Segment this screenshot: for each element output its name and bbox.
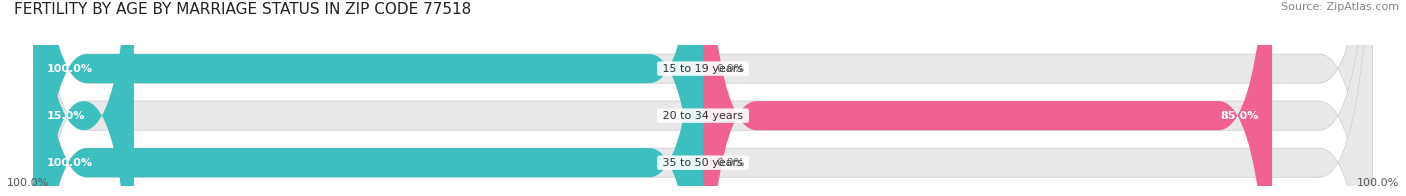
Text: 100.0%: 100.0% [1357,178,1399,188]
Text: 0.0%: 0.0% [717,64,745,74]
FancyBboxPatch shape [34,0,1372,196]
Text: FERTILITY BY AGE BY MARRIAGE STATUS IN ZIP CODE 77518: FERTILITY BY AGE BY MARRIAGE STATUS IN Z… [14,2,471,17]
Text: 100.0%: 100.0% [46,64,93,74]
Text: 15.0%: 15.0% [46,111,86,121]
FancyBboxPatch shape [34,0,703,196]
Text: 15 to 19 years: 15 to 19 years [659,64,747,74]
Text: 100.0%: 100.0% [7,178,49,188]
FancyBboxPatch shape [703,0,1272,196]
Text: 100.0%: 100.0% [46,158,93,168]
Text: 20 to 34 years: 20 to 34 years [659,111,747,121]
Text: 85.0%: 85.0% [1220,111,1258,121]
FancyBboxPatch shape [34,0,134,196]
FancyBboxPatch shape [34,0,1372,196]
FancyBboxPatch shape [34,0,1372,196]
Text: 0.0%: 0.0% [717,158,745,168]
FancyBboxPatch shape [34,0,703,196]
Text: Source: ZipAtlas.com: Source: ZipAtlas.com [1281,2,1399,12]
Text: 35 to 50 years: 35 to 50 years [659,158,747,168]
